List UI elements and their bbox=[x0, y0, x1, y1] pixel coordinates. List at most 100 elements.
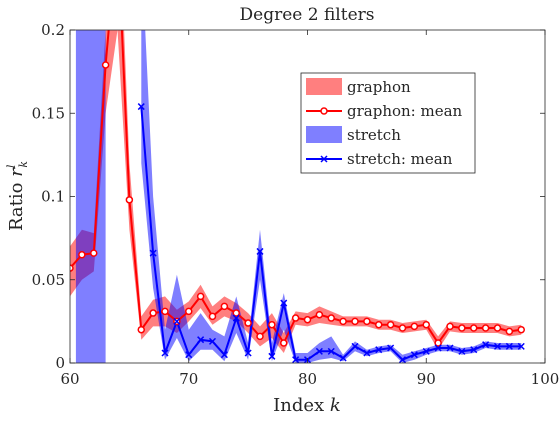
y-tick-label: 0.1 bbox=[41, 188, 65, 206]
point-graphon-mean bbox=[315, 310, 324, 319]
point-graphon-mean bbox=[470, 324, 478, 332]
point-stretch-mean bbox=[339, 354, 347, 362]
point-graphon-mean bbox=[386, 320, 395, 329]
point-graphon-mean bbox=[410, 322, 419, 331]
point-stretch-mean bbox=[232, 314, 240, 322]
legend-swatch-graphon bbox=[306, 78, 342, 95]
y-axis-label-subscript: k bbox=[17, 161, 30, 168]
point-stretch-mean bbox=[458, 347, 466, 355]
point-graphon-mean bbox=[398, 324, 407, 332]
point-graphon-mean bbox=[446, 322, 454, 331]
point-graphon-mean bbox=[517, 325, 525, 334]
point-stretch-mean bbox=[208, 337, 217, 345]
point-graphon-mean bbox=[196, 292, 205, 301]
point-graphon-mean bbox=[268, 320, 276, 329]
point-graphon-mean bbox=[422, 320, 430, 329]
point-graphon-mean bbox=[125, 196, 134, 204]
point-stretch-mean bbox=[493, 342, 502, 350]
point-graphon-mean bbox=[351, 317, 359, 326]
legend-label-stretch: stretch bbox=[347, 126, 401, 144]
point-graphon-mean bbox=[101, 61, 110, 69]
point-stretch-mean bbox=[137, 103, 145, 111]
band-stretch-2 bbox=[75, 30, 106, 363]
x-axis-ticks: 60 70 80 90 100 bbox=[60, 30, 559, 388]
x-axis-label-text: Index bbox=[273, 395, 330, 416]
point-graphon-mean bbox=[78, 251, 86, 259]
point-graphon-mean bbox=[339, 317, 347, 326]
point-graphon-mean bbox=[303, 315, 312, 324]
point-stretch-mean bbox=[351, 342, 359, 350]
point-graphon-mean bbox=[280, 339, 288, 347]
point-graphon-mean bbox=[185, 307, 193, 316]
legend-label-graphon: graphon bbox=[347, 78, 411, 96]
point-graphon-mean bbox=[458, 324, 466, 332]
point-stretch-mean bbox=[470, 346, 478, 354]
legend: graphon graphon: mean stretch stretch: m… bbox=[300, 72, 476, 174]
y-axis-label-variable: r bbox=[6, 167, 27, 177]
point-stretch-mean bbox=[256, 247, 264, 255]
point-graphon-mean bbox=[363, 317, 371, 326]
point-stretch-mean bbox=[280, 299, 288, 307]
point-stretch-mean bbox=[315, 347, 323, 355]
point-graphon-mean bbox=[244, 319, 252, 327]
y-axis-ticks: 0 0.05 0.1 0.15 0.2 bbox=[32, 21, 545, 372]
point-graphon-mean bbox=[481, 324, 490, 332]
x-tick-label: 100 bbox=[531, 370, 560, 388]
point-stretch-mean bbox=[220, 351, 228, 359]
x-tick-label: 70 bbox=[179, 370, 198, 388]
x-axis-label-variable: k bbox=[330, 395, 341, 416]
point-graphon-mean bbox=[208, 312, 217, 321]
legend-marker-graphon-mean bbox=[320, 107, 328, 115]
point-graphon-mean bbox=[232, 309, 240, 317]
y-axis-label-superscript: l bbox=[5, 164, 18, 168]
legend-label-stretch-mean: stretch: mean bbox=[347, 150, 453, 168]
point-stretch-mean bbox=[244, 349, 252, 357]
point-stretch-mean bbox=[446, 344, 454, 352]
legend-label-graphon-mean: graphon: mean bbox=[347, 102, 463, 120]
x-tick-label: 90 bbox=[417, 370, 436, 388]
y-axis-label: Ratio rlk bbox=[5, 161, 30, 231]
point-stretch-mean bbox=[434, 344, 442, 352]
point-stretch-mean bbox=[375, 346, 383, 354]
legend-marker-stretch-mean bbox=[320, 155, 328, 163]
point-stretch-mean bbox=[173, 317, 181, 325]
point-stretch-mean bbox=[422, 347, 430, 355]
point-graphon-mean bbox=[256, 332, 264, 341]
x-tick-label: 60 bbox=[60, 370, 79, 388]
x-axis-label: Index k bbox=[273, 395, 341, 416]
point-graphon-mean bbox=[137, 325, 145, 334]
point-stretch-mean bbox=[327, 347, 335, 355]
point-stretch-mean bbox=[517, 342, 525, 350]
point-graphon-mean bbox=[327, 314, 335, 322]
point-stretch-mean bbox=[505, 342, 513, 350]
point-graphon-mean bbox=[505, 327, 514, 336]
y-axis-label-text: Ratio bbox=[6, 177, 27, 231]
point-graphon-mean bbox=[375, 320, 383, 329]
point-graphon-mean bbox=[161, 307, 169, 316]
point-stretch-mean bbox=[363, 349, 371, 357]
point-stretch-mean bbox=[149, 249, 157, 257]
point-stretch-mean bbox=[185, 351, 193, 359]
point-stretch-mean bbox=[482, 341, 490, 349]
point-stretch-mean bbox=[268, 352, 276, 360]
point-graphon-mean bbox=[291, 314, 300, 322]
point-stretch-mean bbox=[161, 349, 169, 357]
x-tick-label: 80 bbox=[298, 370, 317, 388]
point-stretch-mean bbox=[292, 356, 300, 363]
point-stretch-mean bbox=[410, 351, 418, 359]
point-stretch-mean bbox=[398, 356, 407, 363]
point-graphon-mean bbox=[220, 302, 229, 311]
y-tick-label: 0.05 bbox=[32, 271, 65, 289]
y-tick-label: 0.2 bbox=[41, 21, 65, 39]
point-graphon-mean bbox=[70, 264, 74, 272]
chart-title: Degree 2 filters bbox=[240, 5, 375, 25]
point-stretch-mean bbox=[387, 344, 395, 352]
legend-swatch-stretch bbox=[306, 126, 342, 143]
point-graphon-mean bbox=[434, 339, 442, 347]
point-graphon-mean bbox=[90, 249, 98, 257]
point-stretch-mean bbox=[197, 336, 205, 344]
point-graphon-mean bbox=[493, 324, 502, 332]
point-graphon-mean bbox=[149, 309, 157, 317]
